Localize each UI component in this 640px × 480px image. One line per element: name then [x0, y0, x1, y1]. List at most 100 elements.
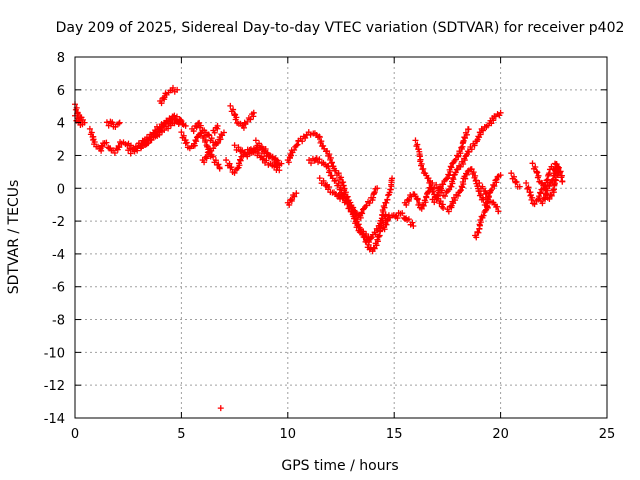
y-tick-label: 4: [57, 117, 65, 132]
data-point: [425, 175, 432, 182]
data-point: [549, 176, 556, 183]
data-point: [543, 191, 550, 198]
data-point: [414, 141, 421, 148]
data-point: [307, 131, 314, 138]
data-point: [274, 157, 281, 164]
data-point: [363, 230, 370, 237]
data-point: [115, 120, 122, 127]
data-point: [477, 131, 484, 138]
x-axis-label: GPS time / hours: [281, 458, 398, 474]
data-point: [384, 196, 391, 203]
y-tick-label: -14: [44, 412, 65, 427]
data-point: [472, 172, 479, 179]
data-point: [327, 154, 334, 161]
data-point: [373, 242, 380, 249]
data-point: [414, 196, 421, 203]
data-point: [544, 187, 551, 194]
data-point: [529, 160, 536, 167]
data-point: [116, 119, 123, 126]
data-point: [437, 198, 444, 205]
data-point: [420, 202, 427, 209]
data-point: [341, 185, 348, 192]
data-point: [237, 157, 244, 164]
data-point: [316, 134, 323, 141]
data-point: [422, 199, 429, 206]
data-point: [227, 102, 234, 109]
data-point: [191, 142, 198, 149]
data-point: [175, 121, 182, 128]
data-point: [182, 122, 189, 129]
data-point: [169, 84, 176, 91]
data-point: [465, 126, 472, 133]
data-point: [374, 185, 381, 192]
data-point: [326, 167, 333, 174]
data-point: [168, 117, 175, 124]
data-point: [539, 200, 546, 207]
data-point: [464, 148, 471, 155]
data-point: [428, 184, 435, 191]
data-point: [363, 202, 370, 209]
y-tick-label: 8: [57, 51, 65, 66]
data-point: [236, 162, 243, 169]
data-point: [383, 221, 390, 228]
data-point: [316, 175, 323, 182]
data-point: [535, 172, 542, 179]
data-point: [125, 147, 132, 154]
data-point: [108, 120, 115, 127]
data-point: [91, 139, 98, 146]
data-point: [365, 241, 372, 248]
data-point: [293, 190, 300, 197]
data-point: [74, 110, 81, 117]
data-point: [431, 199, 438, 206]
data-point: [158, 100, 165, 107]
data-point: [440, 204, 447, 211]
data-point: [455, 153, 462, 160]
data-point: [98, 147, 105, 154]
x-tick-label: 0: [71, 427, 79, 442]
data-point: [423, 194, 430, 201]
y-tick-label: -6: [52, 281, 65, 296]
data-point: [473, 234, 480, 241]
data-point: [201, 133, 208, 140]
data-point: [548, 192, 555, 199]
data-point: [448, 183, 455, 190]
data-point: [205, 150, 212, 157]
data-point: [332, 177, 339, 184]
data-point: [416, 200, 423, 207]
data-point: [109, 119, 116, 126]
data-point: [291, 193, 298, 200]
data-point: [557, 168, 564, 175]
data-point: [208, 135, 215, 142]
data-point: [214, 140, 221, 147]
data-point: [471, 142, 478, 149]
data-point: [320, 177, 327, 184]
data-point: [235, 144, 242, 151]
data-point: [178, 117, 185, 124]
data-point: [461, 157, 468, 164]
data-point: [497, 172, 504, 179]
data-point: [475, 229, 482, 236]
data-point: [250, 109, 257, 116]
data-point: [313, 155, 320, 162]
y-tick-label: 2: [57, 149, 65, 164]
y-tick-label: -2: [52, 215, 65, 230]
data-point: [127, 150, 134, 157]
data-point: [316, 156, 323, 163]
data-point: [447, 168, 454, 175]
data-point: [135, 140, 142, 147]
data-point: [278, 160, 285, 167]
data-point: [227, 164, 234, 171]
data-point: [217, 405, 224, 412]
data-point: [409, 219, 416, 226]
data-point: [285, 159, 292, 166]
data-point: [488, 186, 495, 193]
data-point: [210, 145, 217, 152]
data-point: [231, 169, 238, 176]
data-point: [381, 204, 388, 211]
data-point: [160, 122, 167, 129]
data-point: [177, 116, 184, 123]
x-tick-label: 5: [177, 427, 185, 442]
data-point: [383, 199, 390, 206]
data-point: [454, 192, 461, 199]
data-point: [367, 235, 374, 242]
